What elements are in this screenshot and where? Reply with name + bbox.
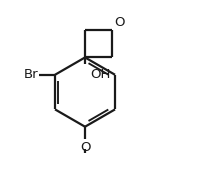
Text: Br: Br <box>23 68 38 81</box>
Text: O: O <box>79 141 90 154</box>
Text: O: O <box>113 16 124 30</box>
Text: OH: OH <box>89 68 110 81</box>
